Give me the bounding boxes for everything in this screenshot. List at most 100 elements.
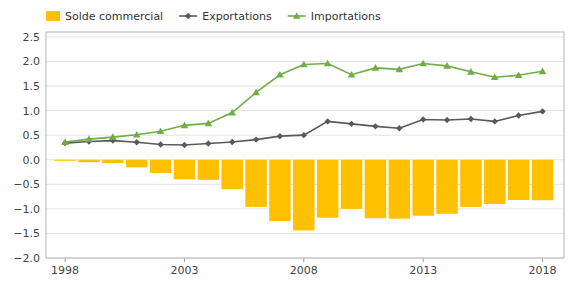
x-tick-label: 2018 [529, 264, 557, 277]
bar [198, 160, 219, 180]
marker [348, 71, 356, 78]
marker [491, 73, 499, 80]
bar [436, 160, 457, 214]
legend: Solde commercial Exportations Importations [46, 10, 381, 23]
bar [412, 160, 433, 216]
grid-line [46, 36, 564, 37]
marker [181, 142, 187, 148]
marker [515, 112, 521, 118]
line-series [61, 60, 546, 145]
bar [221, 160, 242, 189]
x-tick [184, 258, 185, 262]
plot-area [54, 60, 553, 231]
bar-series [54, 160, 553, 231]
legend-swatch [46, 11, 60, 21]
marker [539, 68, 547, 75]
marker [229, 139, 235, 145]
bar [293, 160, 314, 231]
marker [324, 60, 332, 67]
chart: −2.0−1.5−1.0−0.50.00.51.01.52.02.5199820… [0, 0, 576, 282]
bar [389, 160, 410, 219]
bar [269, 160, 290, 221]
marker [133, 131, 141, 138]
marker [300, 61, 308, 68]
y-tick-label: −2.0 [13, 252, 40, 265]
marker [85, 135, 93, 142]
bar [341, 160, 362, 209]
marker [468, 116, 474, 122]
marker [277, 133, 283, 139]
marker [467, 68, 475, 75]
grid-line [46, 86, 564, 87]
y-tick-label: 2.0 [23, 55, 41, 68]
y-tick-label: 2.5 [23, 31, 41, 44]
y-tick-label: 0.0 [23, 154, 41, 167]
marker [61, 138, 69, 145]
x-tick-label: 2008 [290, 264, 318, 277]
marker [205, 140, 211, 146]
x-tick [65, 258, 66, 262]
marker [372, 123, 378, 129]
legend-marker [185, 13, 191, 19]
marker [372, 64, 380, 71]
marker [109, 133, 117, 140]
bar [484, 160, 505, 204]
bar [532, 160, 553, 200]
bar [317, 160, 338, 218]
marker [396, 125, 402, 131]
bar [150, 160, 171, 173]
x-tick [423, 258, 424, 262]
marker [134, 139, 140, 145]
y-tick-label: −0.5 [13, 178, 40, 191]
marker [252, 89, 260, 96]
marker [515, 71, 523, 78]
line [65, 63, 542, 142]
bar [245, 160, 266, 207]
grid-line [46, 110, 564, 111]
y-tick-label: 1.0 [23, 105, 41, 118]
marker [419, 60, 427, 67]
legend-marker [293, 12, 301, 19]
bar [174, 160, 195, 180]
y-tick-label: 1.5 [23, 80, 41, 93]
legend-item: Exportations [179, 10, 272, 23]
y-tick-label: −1.0 [13, 203, 40, 216]
x-tick-label: 2013 [409, 264, 437, 277]
grid [46, 37, 564, 258]
marker [253, 136, 259, 142]
marker [181, 122, 189, 129]
legend-label: Importations [311, 10, 381, 23]
bar [365, 160, 386, 218]
marker [276, 71, 284, 78]
marker [444, 117, 450, 123]
legend-label: Solde commercial [65, 10, 163, 23]
grid-line [46, 61, 564, 62]
grid-line [46, 233, 564, 234]
marker [348, 121, 354, 127]
plot-frame [46, 32, 564, 258]
legend-label: Exportations [202, 10, 272, 23]
bar [508, 160, 529, 200]
marker [157, 141, 163, 147]
marker [157, 127, 165, 134]
y-tick-label: −1.5 [13, 227, 40, 240]
marker [443, 62, 451, 69]
legend-item: Solde commercial [46, 10, 163, 23]
legend-item: Importations [288, 10, 381, 23]
marker [395, 66, 403, 73]
bar [78, 160, 99, 162]
line [65, 111, 542, 145]
x-tick-label: 1998 [51, 264, 79, 277]
x-tick [303, 258, 304, 262]
marker [539, 108, 545, 114]
x-tick-label: 2003 [170, 264, 198, 277]
marker [228, 109, 236, 116]
marker [301, 132, 307, 138]
bar [54, 160, 75, 161]
bar [460, 160, 481, 207]
marker [420, 116, 426, 122]
marker [205, 120, 213, 127]
line-series [62, 108, 546, 148]
bar [126, 160, 147, 168]
x-tick [542, 258, 543, 262]
